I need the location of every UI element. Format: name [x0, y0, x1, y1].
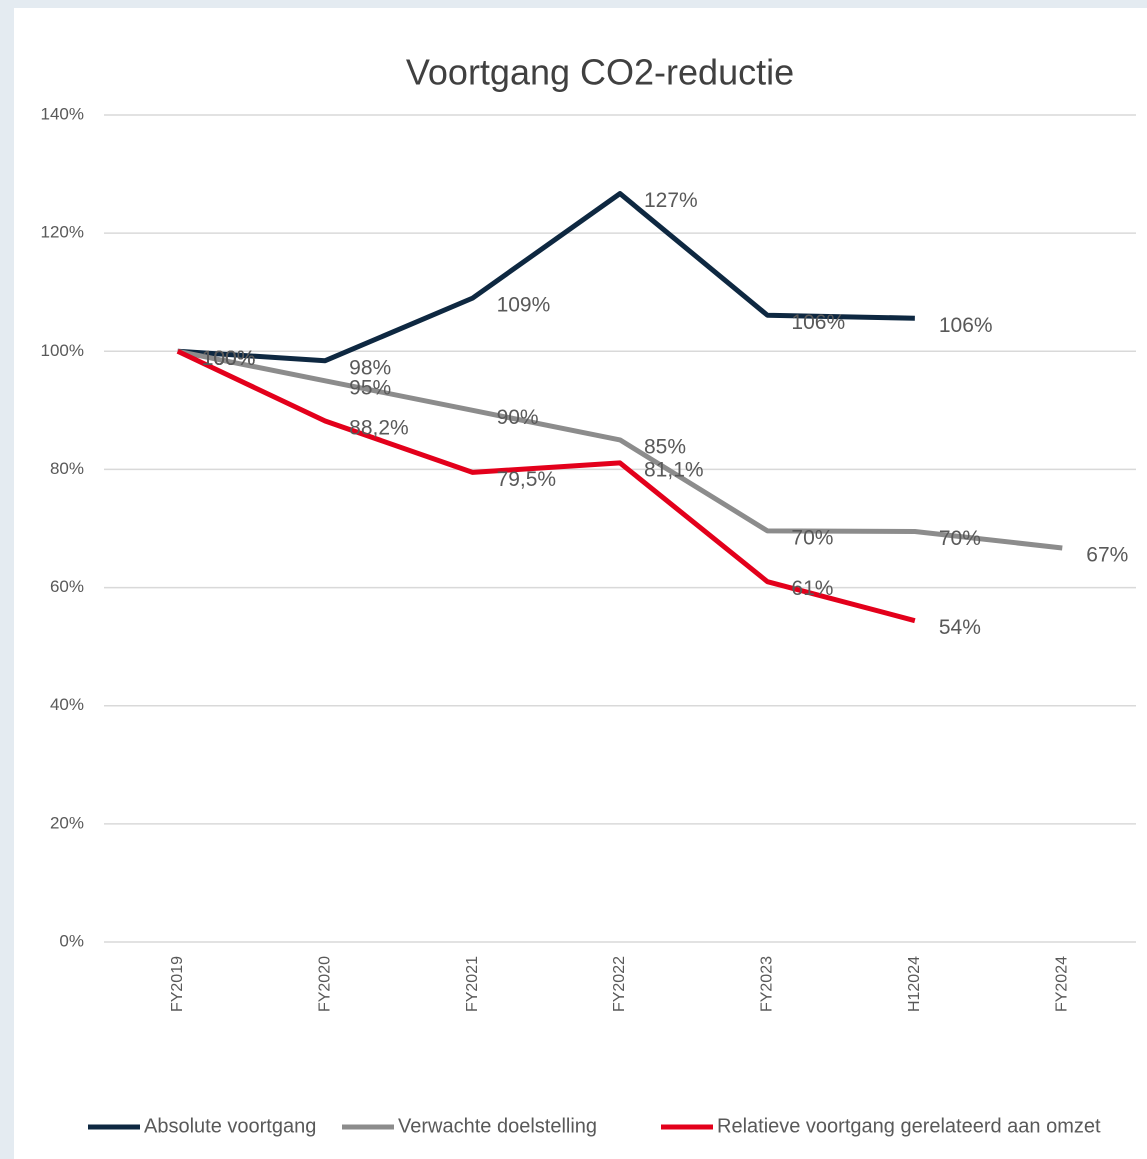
data-label: 61%: [791, 577, 833, 600]
x-tick-label: H12024: [906, 956, 923, 1012]
data-label: 81,1%: [644, 458, 704, 481]
x-tick-label: FY2022: [611, 956, 628, 1012]
y-tick-label: 120%: [41, 223, 84, 242]
chart-area: [14, 8, 1147, 1159]
chart-title: Voortgang CO2-reductie: [406, 52, 794, 93]
y-tick-label: 80%: [50, 459, 84, 478]
series-line: [176, 349, 916, 624]
legend-label: Verwachte doelstelling: [398, 1115, 597, 1137]
y-tick-label: 100%: [41, 341, 84, 360]
data-label: 100%: [202, 347, 256, 370]
y-tick-label: 140%: [41, 104, 84, 123]
data-label: 127%: [644, 189, 698, 212]
data-label: 79,5%: [497, 468, 557, 491]
legend-label: Absolute voortgang: [144, 1115, 316, 1137]
data-label: 100%: [202, 347, 256, 370]
data-label: 90%: [497, 406, 539, 429]
data-label: 70%: [939, 527, 981, 550]
x-tick-label: FY2023: [759, 956, 776, 1012]
data-label: 98%: [349, 356, 391, 379]
data-label: 100%: [202, 347, 256, 370]
y-tick-label: 60%: [50, 577, 84, 596]
x-tick-label: FY2020: [316, 956, 333, 1012]
y-tick-label: 0%: [59, 931, 84, 950]
x-tick-label: FY2021: [464, 956, 481, 1012]
x-tick-label: FY2024: [1054, 956, 1071, 1012]
data-label: 88,2%: [349, 417, 409, 440]
data-label: 95%: [349, 376, 391, 399]
data-label: 109%: [497, 294, 551, 317]
legend-label: Relatieve voortgang gerelateerd aan omze…: [717, 1115, 1101, 1137]
data-label: 70%: [791, 526, 833, 549]
data-label: 106%: [939, 314, 993, 337]
data-label: 85%: [644, 435, 686, 458]
series-line: [177, 191, 915, 364]
data-label: 54%: [939, 616, 981, 639]
y-tick-label: 20%: [50, 813, 84, 832]
y-tick-label: 40%: [50, 695, 84, 714]
series-line: [177, 348, 1063, 551]
data-label: 106%: [791, 311, 845, 334]
x-tick-label: FY2019: [169, 956, 186, 1012]
data-label: 67%: [1086, 544, 1128, 567]
